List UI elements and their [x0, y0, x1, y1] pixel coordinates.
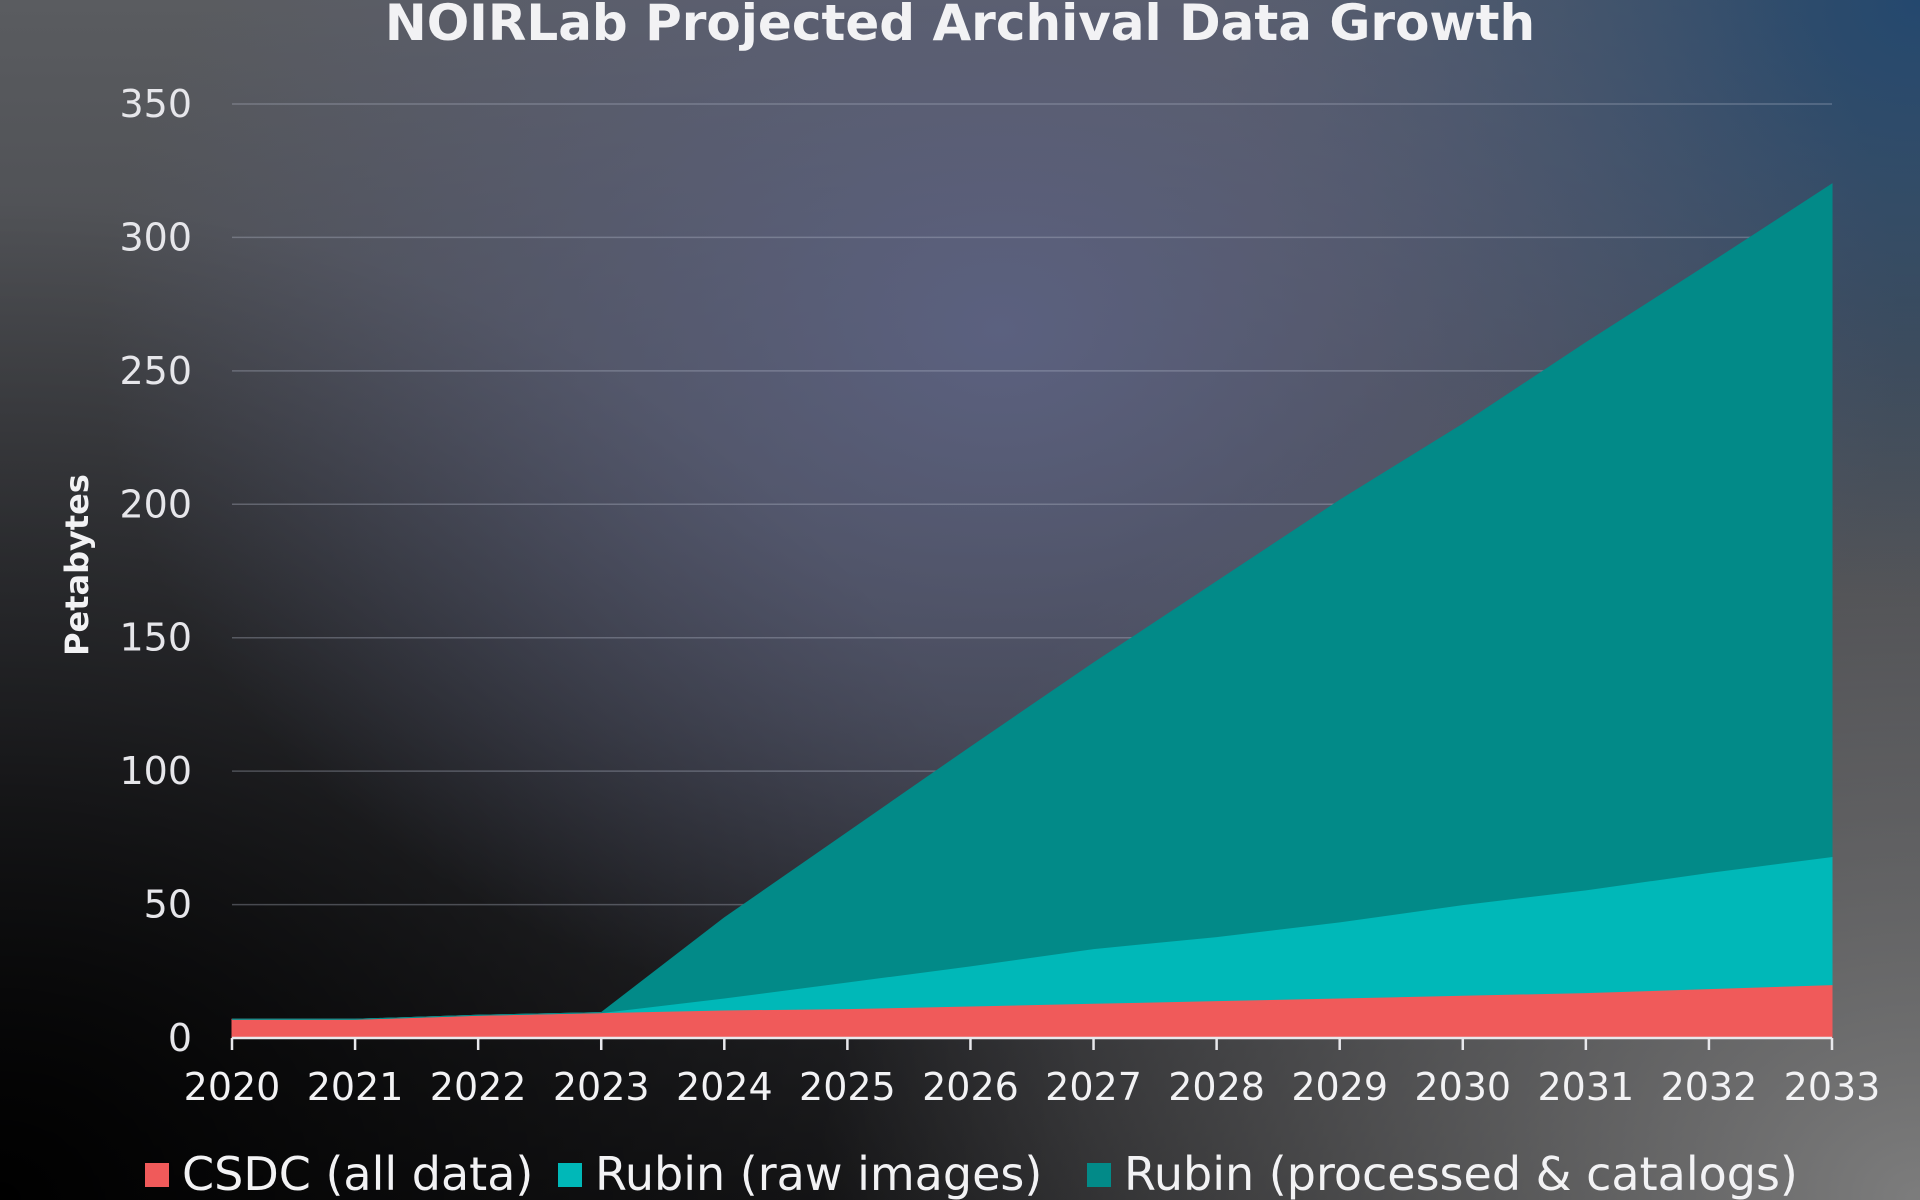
x-tick-label: 2033 [1784, 1065, 1881, 1109]
x-axis [230, 1036, 1834, 1050]
area-series [231, 183, 1833, 1039]
legend: CSDC (all data) Rubin (raw images) Rubin (… [145, 1147, 1798, 1200]
x-tick-label: 2032 [1661, 1065, 1758, 1109]
x-tick-label: 2026 [922, 1065, 1019, 1109]
y-tick-label: 100 [119, 749, 192, 793]
y-tick-label: 150 [119, 616, 192, 660]
legend-label: CSDC (all data) [182, 1147, 533, 1200]
y-tick-label: 200 [119, 482, 192, 526]
y-tick-label: 300 [119, 215, 192, 259]
x-tick-label: 2021 [307, 1065, 404, 1109]
legend-swatch [1087, 1163, 1111, 1187]
y-tick-label: 50 [144, 883, 192, 927]
x-tick-label: 2031 [1537, 1065, 1634, 1109]
legend-item: CSDC (all data) [145, 1147, 533, 1200]
x-tick-label: 2025 [799, 1065, 896, 1109]
x-tick-label: 2023 [553, 1065, 650, 1109]
legend-label: Rubin (raw images) [595, 1147, 1042, 1200]
chart-title: NOIRLab Projected Archival Data Growth [385, 0, 1535, 52]
x-tick-label: 2020 [184, 1065, 281, 1109]
x-axis-ticks: 2020 2021 2022 2023 2024 2025 2026 2027 2028 2029… [184, 1065, 1881, 1109]
gridlines [232, 103, 1832, 906]
x-tick-label: 2029 [1291, 1065, 1388, 1109]
y-axis: 0 50 100 150 200 250 300 350 [119, 82, 192, 1060]
x-tick-label: 2028 [1168, 1065, 1265, 1109]
x-tick-label: 2022 [430, 1065, 527, 1109]
x-tick-label: 2024 [676, 1065, 773, 1109]
x-tick-label: 2030 [1414, 1065, 1511, 1109]
area-series-3 [232, 183, 1833, 1020]
x-tick-label: 2027 [1045, 1065, 1142, 1109]
legend-item: Rubin (processed & catalogs) [1087, 1147, 1798, 1200]
legend-swatch [558, 1163, 582, 1187]
legend-item: Rubin (raw images) [558, 1147, 1042, 1200]
y-tick-label: 350 [119, 82, 192, 126]
y-tick-label: 0 [168, 1016, 192, 1060]
y-axis-label: Petabytes [58, 474, 96, 656]
legend-label: Rubin (processed & catalogs) [1124, 1147, 1798, 1200]
y-tick-label: 250 [119, 349, 192, 393]
legend-swatch [145, 1163, 169, 1187]
